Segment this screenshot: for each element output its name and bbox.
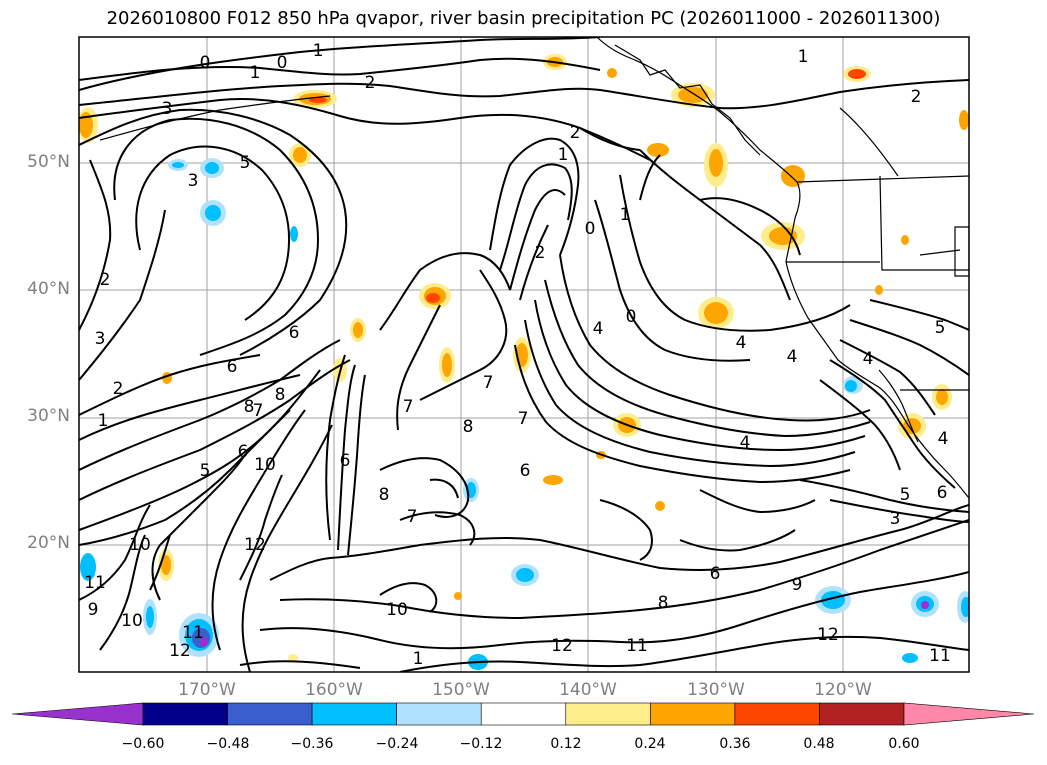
contour-label: 4 — [863, 349, 874, 369]
contour-label: 0 — [200, 53, 211, 73]
contour-label: 1 — [620, 205, 631, 225]
contour-label: 11 — [929, 646, 951, 666]
contour-label: 5 — [900, 485, 911, 505]
contour-label: 2 — [535, 243, 546, 263]
contour-labels: 0 1 2 0 2 3 5 3 1 2 6 3 2 1 5 6 8 7 10 8… — [84, 41, 951, 669]
contour-label: 7 — [407, 507, 418, 527]
contour-label: 0 — [626, 307, 637, 327]
contour-label: 8 — [658, 593, 669, 613]
contour-label: 5 — [240, 153, 251, 173]
contour-label: 8 — [463, 417, 474, 437]
contour-label: 7 — [253, 401, 264, 421]
contour-label: 7 — [483, 373, 494, 393]
contour-label: 1 — [558, 145, 569, 165]
contour-label: 2 — [113, 379, 124, 399]
colorbar-tick-label: −0.24 — [375, 736, 419, 752]
contour-label: 6 — [937, 483, 948, 503]
lon-label: 140°W — [559, 680, 617, 700]
contour-label: 3 — [188, 171, 199, 191]
contour-label: 12 — [244, 535, 266, 555]
colorbar-tick-label: −0.48 — [206, 736, 250, 752]
colorbar-tick-label: 0.12 — [550, 736, 582, 752]
map-title: 2026010800 F012 850 hPa qvapor, river ba… — [106, 8, 941, 29]
qvapor-contours — [79, 37, 969, 672]
contour-label: 8 — [244, 397, 255, 417]
contour-label: 10 — [129, 535, 151, 555]
contour-label: 2 — [100, 270, 111, 290]
contour-label: 2 — [365, 73, 376, 93]
contour-label: 12 — [551, 636, 573, 656]
contour-label: 9 — [88, 600, 99, 620]
contour-label: 1 — [250, 63, 261, 83]
contour-label: 12 — [169, 641, 191, 661]
contour-label: 6 — [227, 357, 238, 377]
contour-label: 11 — [84, 573, 106, 593]
lon-label: 170°W — [178, 680, 236, 700]
contour-label: 2 — [911, 87, 922, 107]
contour-label: 1 — [798, 47, 809, 67]
coastlines — [99, 37, 969, 499]
contour-label: 5 — [935, 318, 946, 338]
contour-label: 10 — [254, 455, 276, 475]
contour-label: 4 — [593, 319, 604, 339]
contour-label: 0 — [277, 53, 288, 73]
lat-label: 50°N — [27, 152, 70, 172]
lon-label: 120°W — [814, 680, 872, 700]
colorbar-tick-label: 0.48 — [803, 736, 835, 752]
colorbar-tick-label: −0.36 — [290, 736, 334, 752]
contour-label: 8 — [275, 385, 286, 405]
contour-label: 1 — [313, 41, 324, 61]
lon-label: 130°W — [687, 680, 745, 700]
colorbar-tick-label: 0.36 — [719, 736, 751, 752]
colorbar-tick-label: 0.60 — [888, 736, 920, 752]
contour-label: 6 — [340, 451, 351, 471]
lon-label: 150°W — [432, 680, 490, 700]
contour-label: 0 — [585, 219, 596, 239]
contour-label: 7 — [518, 409, 529, 429]
contour-label: 11 — [626, 636, 648, 656]
contour-label: 5 — [200, 461, 211, 481]
graticule — [79, 37, 969, 672]
contour-label: 4 — [740, 433, 751, 453]
contour-label: 3 — [162, 99, 173, 119]
contour-label: 10 — [386, 600, 408, 620]
lat-label: 20°N — [27, 533, 70, 553]
contour-label: 4 — [787, 347, 798, 367]
lat-label: 30°N — [27, 406, 70, 426]
contour-label: 3 — [95, 329, 106, 349]
contour-label: 11 — [182, 623, 204, 643]
contour-label: 10 — [121, 611, 143, 631]
contour-label: 6 — [238, 442, 249, 462]
contour-label: 7 — [403, 397, 414, 417]
contour-label: 9 — [792, 575, 803, 595]
contour-label: 1 — [413, 649, 424, 669]
colorbar-tick-label: −0.60 — [121, 736, 165, 752]
contour-label: 12 — [817, 625, 839, 645]
contour-label: 8 — [379, 485, 390, 505]
lon-label: 160°W — [305, 680, 363, 700]
contour-label: 4 — [736, 333, 747, 353]
colorbar-tick-label: −0.12 — [459, 736, 503, 752]
contour-label: 4 — [938, 429, 949, 449]
plot-frame — [78, 36, 970, 673]
lat-label: 40°N — [27, 279, 70, 299]
contour-label: 6 — [289, 323, 300, 343]
contour-label: 1 — [98, 411, 109, 431]
contour-label: 3 — [890, 509, 901, 529]
contour-label: 6 — [710, 564, 721, 584]
contour-label: 6 — [520, 461, 531, 481]
colorbar-tick-label: 0.24 — [634, 736, 666, 752]
contour-label: 2 — [570, 123, 581, 143]
